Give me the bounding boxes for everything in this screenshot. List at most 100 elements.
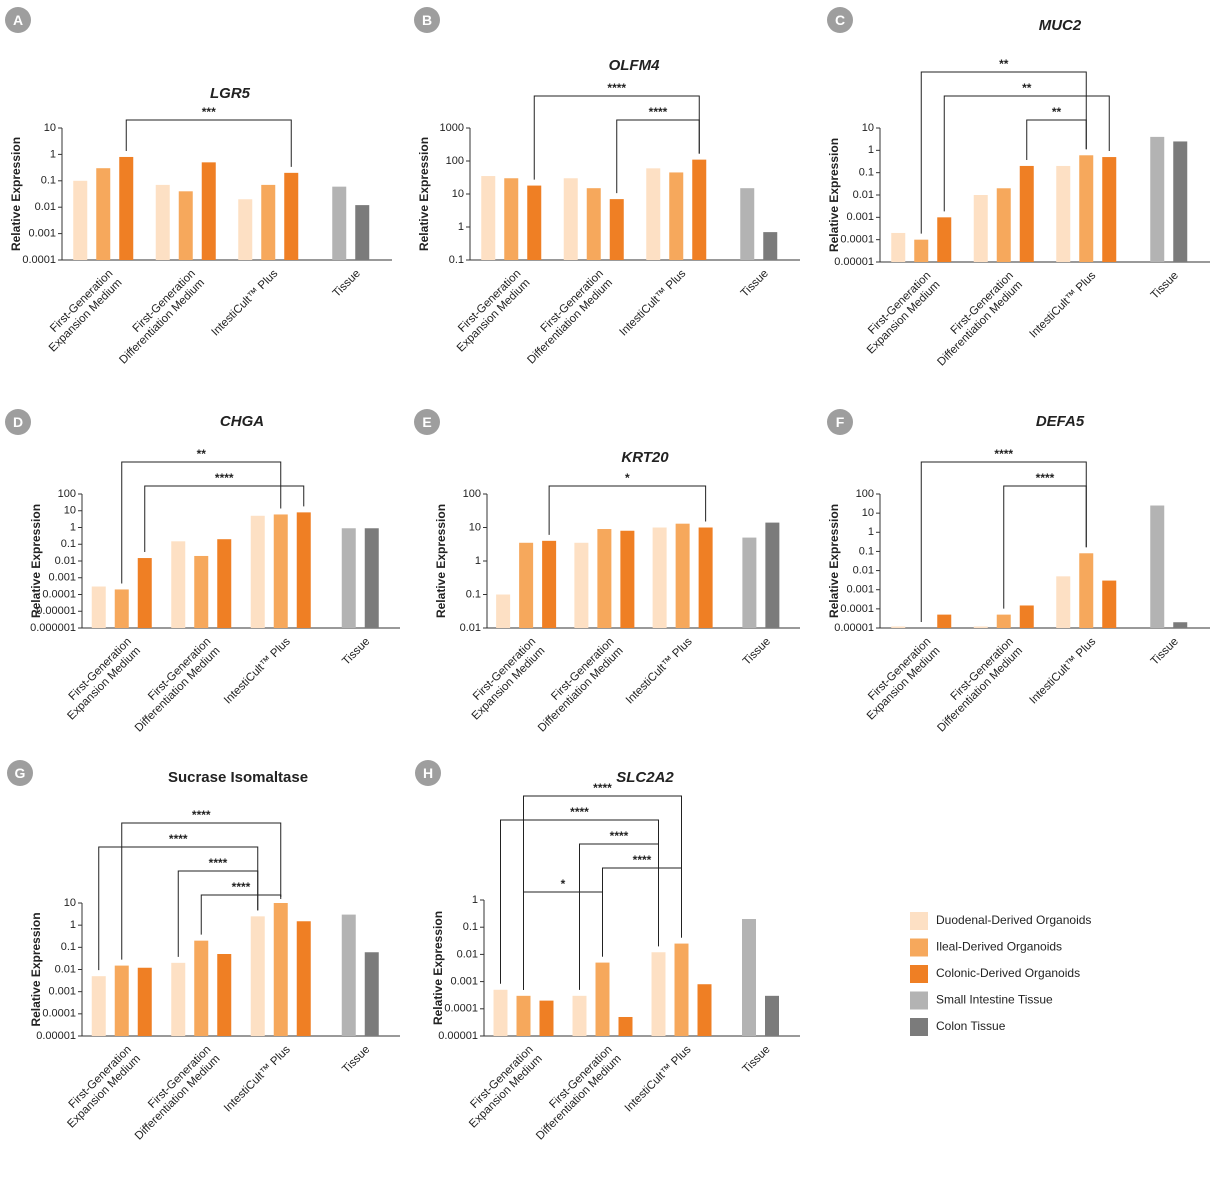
y-tick-label: 0.1 <box>859 167 874 179</box>
legend-label: Ileal-Derived Organoids <box>936 940 1062 954</box>
y-tick-label: 0.00001 <box>438 1030 478 1042</box>
bar <box>996 188 1011 262</box>
text-line: Differentiation Medium <box>534 1053 624 1143</box>
bar <box>261 184 276 260</box>
y-tick-label: 0.001 <box>48 986 76 998</box>
y-tick-label: 1 <box>868 144 874 156</box>
y-tick-label: 0.1 <box>61 538 76 550</box>
y-tick-label: 0.001 <box>846 584 874 596</box>
significance-label: ** <box>999 57 1009 71</box>
bar <box>194 555 209 628</box>
bar <box>519 542 534 628</box>
y-tick-label: 0.00001 <box>834 256 874 268</box>
x-tick-label: First-GenerationExpansion Medium <box>856 270 943 357</box>
chart-title: MUC2 <box>1039 17 1082 34</box>
bar <box>217 954 232 1036</box>
bar <box>618 1016 633 1036</box>
bar <box>692 159 707 260</box>
significance-bracket <box>523 891 603 990</box>
bar <box>1019 605 1034 628</box>
bar <box>597 529 612 628</box>
bar <box>891 626 906 628</box>
panel-letter: B <box>422 12 432 28</box>
significance-label: **** <box>994 447 1013 461</box>
y-tick-label: 0.1 <box>466 588 481 600</box>
y-tick-label: 0.001 <box>846 211 874 223</box>
bar <box>96 168 111 260</box>
panel-badge <box>414 409 440 435</box>
panel-letter: C <box>835 12 845 28</box>
bar <box>1079 155 1094 262</box>
legend-swatch <box>910 912 928 930</box>
significance-bracket <box>144 485 305 553</box>
bar <box>669 172 684 260</box>
x-tick-label: First-GenerationExpansion Medium <box>38 268 125 355</box>
y-tick-label: 1 <box>458 221 464 233</box>
panel-badge <box>827 7 853 33</box>
bar <box>698 527 713 628</box>
bar <box>238 199 253 260</box>
significance-bracket <box>177 870 259 957</box>
y-tick-label: 10 <box>862 507 874 519</box>
x-tick-label: First-GenerationExpansion Medium <box>56 1044 143 1131</box>
x-tick-label: First-GenerationExpansion Medium <box>461 636 548 723</box>
y-tick-label: 0.01 <box>457 948 478 960</box>
chart-title: CHGA <box>220 413 264 430</box>
panel-badge <box>5 409 31 435</box>
bar <box>1056 576 1071 628</box>
y-tick-label: 1 <box>475 555 481 567</box>
y-tick-label: 0.0001 <box>840 234 874 246</box>
x-tick-label: First-GenerationDifferentiation Medium <box>926 636 1025 735</box>
legend-label: Small Intestine Tissue <box>936 993 1053 1007</box>
bar <box>114 965 129 1036</box>
x-tick-label: IntestiCult™ Plus <box>222 1043 293 1114</box>
x-tick-label: Tissue <box>340 636 372 668</box>
y-tick-label: 0.00001 <box>36 605 76 617</box>
bar <box>996 614 1011 628</box>
chart-title: DEFA5 <box>1036 413 1085 430</box>
bar <box>765 522 780 628</box>
bar <box>586 188 601 260</box>
bar <box>296 512 311 628</box>
bar <box>114 589 129 628</box>
panel-letter: H <box>423 765 433 781</box>
bar <box>364 528 379 628</box>
significance-bracket <box>920 71 1087 234</box>
y-tick-label: 0.01 <box>55 963 76 975</box>
significance-label: **** <box>607 81 626 95</box>
legend-swatch <box>910 965 928 983</box>
bar <box>675 523 690 628</box>
y-tick-label: 100 <box>463 488 481 500</box>
y-tick-label: 0.001 <box>28 228 56 240</box>
y-axis-label: Relative Expression <box>827 504 841 618</box>
y-axis-label: Relative Expression <box>434 504 448 618</box>
text-line: Differentiation Medium <box>133 1053 223 1143</box>
x-tick-label: IntestiCult™ Plus <box>222 635 293 706</box>
text-line: Differentiation Medium <box>935 645 1025 735</box>
significance-bracket <box>616 119 700 194</box>
significance-label: **** <box>215 471 234 485</box>
chart-title: OLFM4 <box>609 57 660 74</box>
bar <box>539 1000 554 1036</box>
x-tick-label: First-GenerationExpansion Medium <box>56 636 143 723</box>
y-tick-label: 10 <box>469 521 481 533</box>
y-tick-label: 0.001 <box>48 572 76 584</box>
y-tick-label: 1 <box>70 521 76 533</box>
bar <box>1173 141 1188 262</box>
x-tick-label: First-GenerationDifferentiation Medium <box>516 268 615 367</box>
y-tick-label: 100 <box>446 155 464 167</box>
y-axis-label: Relative Expression <box>29 912 43 1026</box>
significance-bracket <box>602 867 682 957</box>
bar <box>742 919 756 1036</box>
y-tick-label: 0.01 <box>853 189 874 201</box>
y-tick-label: 0.1 <box>463 921 478 933</box>
bar <box>1150 136 1165 262</box>
y-axis-label: Relative Expression <box>29 504 43 618</box>
bar <box>493 989 508 1036</box>
bar <box>574 542 589 628</box>
bar <box>542 540 557 628</box>
y-tick-label: 0.0001 <box>42 1008 76 1020</box>
significance-label: **** <box>192 808 211 822</box>
y-tick-label: 0.1 <box>859 545 874 557</box>
